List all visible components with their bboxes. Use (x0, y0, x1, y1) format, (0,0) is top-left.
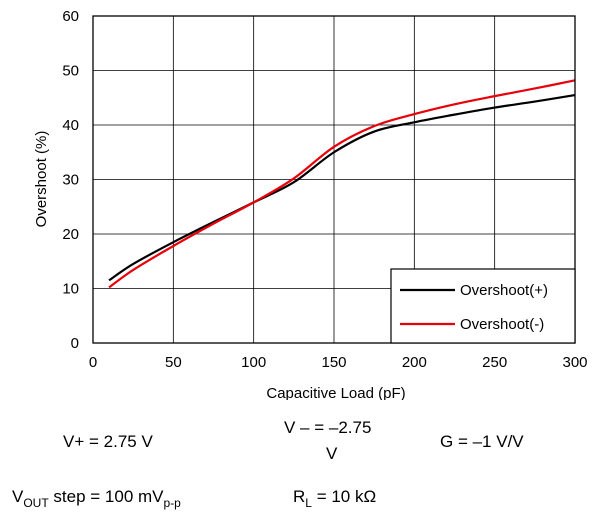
y-tick-label: 50 (62, 63, 79, 80)
plot-frame (92, 15, 576, 344)
vpp-subscript: p-p (163, 496, 181, 510)
x-tick-label: 100 (241, 354, 266, 371)
x-axis-label: Capacitive Load (pF) (266, 385, 405, 400)
y-tick-label: 0 (71, 335, 79, 352)
vminus-line2: V (326, 444, 338, 463)
y-tick-label: 20 (62, 226, 79, 243)
rl-value: = 10 kΩ (311, 487, 377, 506)
x-tick-label: 50 (165, 354, 182, 371)
y-tick-label: 30 (62, 172, 79, 189)
x-tick-label: 150 (321, 354, 346, 371)
rl-condition: RL = 10 kΩ (293, 487, 377, 510)
vminus-line1: V – = –2.75 (284, 418, 372, 437)
y-tick-label: 40 (62, 117, 79, 134)
x-tick-label: 300 (562, 354, 587, 371)
tick-labels: 0 50 100 150 200 250 300 0 10 20 30 40 50 60 (62, 8, 587, 371)
vout-step-condition: VOUT step = 100 mVp-p (12, 487, 181, 510)
series-line-overshoot-plus (108, 93, 576, 282)
x-tick-label: 200 (402, 354, 427, 371)
legend: Overshoot(+) Overshoot(-) (390, 268, 576, 344)
series-lines (108, 79, 576, 289)
rl-subscript: L (305, 496, 312, 510)
y-axis-label: Overshoot (%) (33, 131, 50, 228)
x-tick-label: 250 (482, 354, 507, 371)
x-tick-label: 0 (89, 354, 97, 371)
rl-symbol: R (293, 487, 306, 506)
legend-box (390, 268, 576, 344)
vout-step-text: step = 100 mV (48, 487, 164, 506)
y-tick-label: 60 (62, 8, 79, 25)
overshoot-chart: 0 50 100 150 200 250 300 0 10 20 30 40 50 60 Capaciti… (33, 8, 588, 400)
vplus-condition: V+ = 2.75 V (63, 432, 153, 451)
gain-condition: G = –1 V/V (440, 432, 524, 451)
vminus-condition: V – = –2.75 V (284, 418, 371, 464)
y-tick-label: 10 (62, 281, 79, 298)
vout-symbol: V (12, 487, 24, 506)
series-line-overshoot-minus (108, 79, 576, 289)
vout-subscript: OUT (23, 496, 49, 510)
legend-label-overshoot-plus: Overshoot(+) (460, 282, 548, 299)
legend-label-overshoot-minus: Overshoot(-) (460, 316, 544, 333)
